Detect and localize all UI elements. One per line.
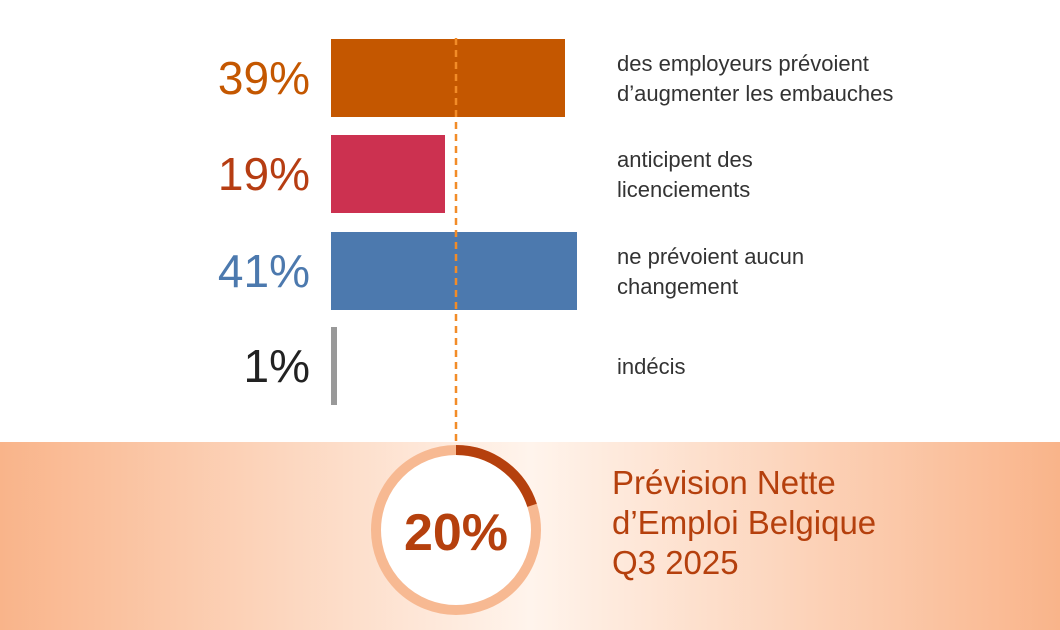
description-line: ne prévoient aucun [617, 244, 804, 269]
description-line: d’augmenter les embauches [617, 81, 893, 106]
bar-3 [331, 232, 577, 310]
net-forecast-gauge: 20% [371, 445, 541, 615]
bar-description-3: ne prévoient aucun changement [617, 244, 804, 299]
description-line: changement [617, 274, 738, 299]
description-line: indécis [617, 354, 685, 379]
bar-description-1: des employeurs prévoient d’augmenter les … [617, 51, 893, 106]
description-line: licenciements [617, 177, 750, 202]
net-forecast-value: 20% [404, 504, 508, 562]
description-line: des employeurs prévoient [617, 51, 869, 76]
bars-layer: 39% des employeurs prévoient d’augmenter l… [218, 39, 893, 405]
bar-value-label-1: 39% [218, 52, 310, 104]
bar-value-label-2: 19% [218, 148, 310, 200]
caption-line: Prévision Nette [612, 464, 836, 501]
bar-4 [331, 327, 337, 405]
caption-line: Q3 2025 [612, 544, 739, 581]
bar-1 [331, 39, 565, 117]
bar-value-label-4: 1% [244, 340, 310, 392]
description-line: anticipent des [617, 147, 753, 172]
caption-line: d’Emploi Belgique [612, 504, 876, 541]
bar-description-2: anticipent des licenciements [617, 147, 753, 202]
bar-2 [331, 135, 445, 213]
net-forecast-caption: Prévision Nette d’Emploi Belgique Q3 2025 [612, 464, 876, 581]
bar-value-label-3: 41% [218, 245, 310, 297]
gauge-arc [455, 445, 537, 507]
bar-description-4: indécis [617, 354, 685, 379]
